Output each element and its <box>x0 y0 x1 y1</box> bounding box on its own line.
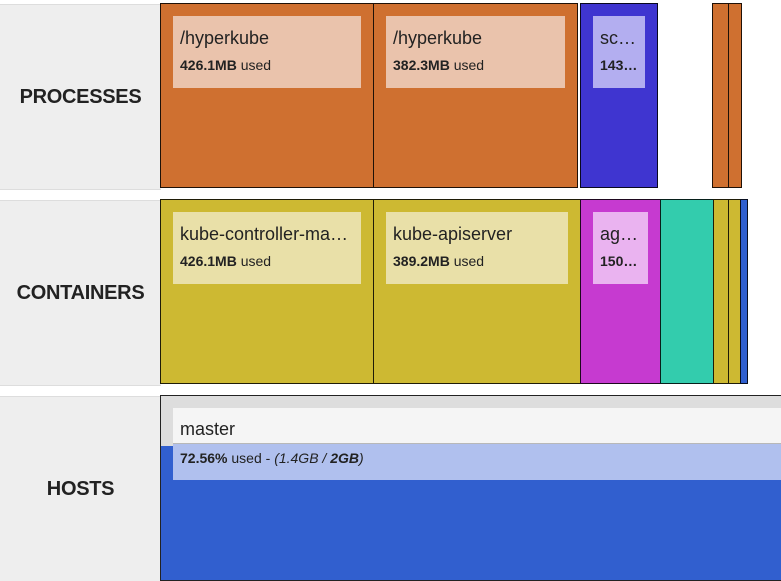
process-used-label: used <box>240 57 272 73</box>
process-usage: 382.3MB used <box>393 57 558 73</box>
process-block-small-1[interactable] <box>712 3 729 188</box>
process-name: sc… <box>600 28 636 48</box>
process-block-1[interactable]: /hyperkube 426.1MB used <box>160 3 374 188</box>
container-card-2[interactable]: kube-apiserver 389.2MB used <box>386 212 568 284</box>
container-block-2[interactable]: kube-apiserver 389.2MB used <box>373 199 581 384</box>
container-card-1[interactable]: kube-controller-ma… 426.1MB used <box>173 212 361 284</box>
row-label-text: HOSTS <box>46 477 115 500</box>
host-total: 2GB <box>330 450 360 466</box>
container-block-7[interactable] <box>740 199 748 384</box>
processes-band: /hyperkube 426.1MB used /hyperkube 382.3… <box>160 3 781 188</box>
container-used-label: used <box>240 253 272 269</box>
process-card-1[interactable]: /hyperkube 426.1MB used <box>173 16 361 88</box>
host-block-master[interactable]: master 72.56% used - (1.4GB / 2GB) <box>160 395 781 581</box>
container-block-4[interactable] <box>660 199 714 384</box>
container-used-label: used <box>453 253 485 269</box>
container-usage: 150… <box>600 253 641 269</box>
process-block-3[interactable]: sc… 143… <box>580 3 658 188</box>
container-card-3[interactable]: ag… 150… <box>593 212 648 284</box>
container-block-3[interactable]: ag… 150… <box>580 199 661 384</box>
row-label-hosts: HOSTS <box>0 396 161 581</box>
process-card-2[interactable]: /hyperkube 382.3MB used <box>386 16 565 88</box>
process-used-label: used <box>453 57 485 73</box>
process-amount: 426.1MB <box>180 57 237 73</box>
container-name: kube-controller-ma… <box>180 224 349 244</box>
container-usage: 389.2MB used <box>393 253 561 269</box>
host-detail-close: ) <box>359 450 364 466</box>
containers-band: kube-controller-ma… 426.1MB used kube-ap… <box>160 199 781 384</box>
process-usage: 143… <box>600 57 638 73</box>
container-amount: 150… <box>600 253 638 269</box>
container-block-1[interactable]: kube-controller-ma… 426.1MB used <box>160 199 374 384</box>
process-usage: 426.1MB used <box>180 57 354 73</box>
host-used-label: used <box>231 450 262 466</box>
process-amount: 143… <box>600 57 638 73</box>
hosts-band: master 72.56% used - (1.4GB / 2GB) <box>160 395 781 581</box>
row-label-text: PROCESSES <box>19 85 142 108</box>
process-block-small-2[interactable] <box>728 3 742 188</box>
row-label-containers: CONTAINERS <box>0 200 161 386</box>
host-card-master[interactable]: master 72.56% used - (1.4GB / 2GB) <box>173 408 781 480</box>
container-usage: 426.1MB used <box>180 253 354 269</box>
process-card-3[interactable]: sc… 143… <box>593 16 645 88</box>
row-label-processes: PROCESSES <box>0 4 161 190</box>
container-amount: 389.2MB <box>393 253 450 269</box>
row-label-text: CONTAINERS <box>16 281 145 304</box>
container-block-5[interactable] <box>713 199 729 384</box>
container-name: ag… <box>600 224 639 244</box>
host-detail-open: (1.4GB / <box>274 450 327 466</box>
container-amount: 426.1MB <box>180 253 237 269</box>
process-amount: 382.3MB <box>393 57 450 73</box>
host-name: master <box>173 408 781 444</box>
host-usage: 72.56% used - (1.4GB / 2GB) <box>173 444 781 466</box>
host-sep: - <box>265 450 271 466</box>
process-name: /hyperkube <box>180 28 270 48</box>
process-name: /hyperkube <box>393 28 483 48</box>
host-detail-total: 2GB <box>330 450 359 466</box>
process-block-2[interactable]: /hyperkube 382.3MB used <box>373 3 578 188</box>
container-name: kube-apiserver <box>393 224 513 244</box>
host-percent: 72.56% <box>180 450 228 466</box>
